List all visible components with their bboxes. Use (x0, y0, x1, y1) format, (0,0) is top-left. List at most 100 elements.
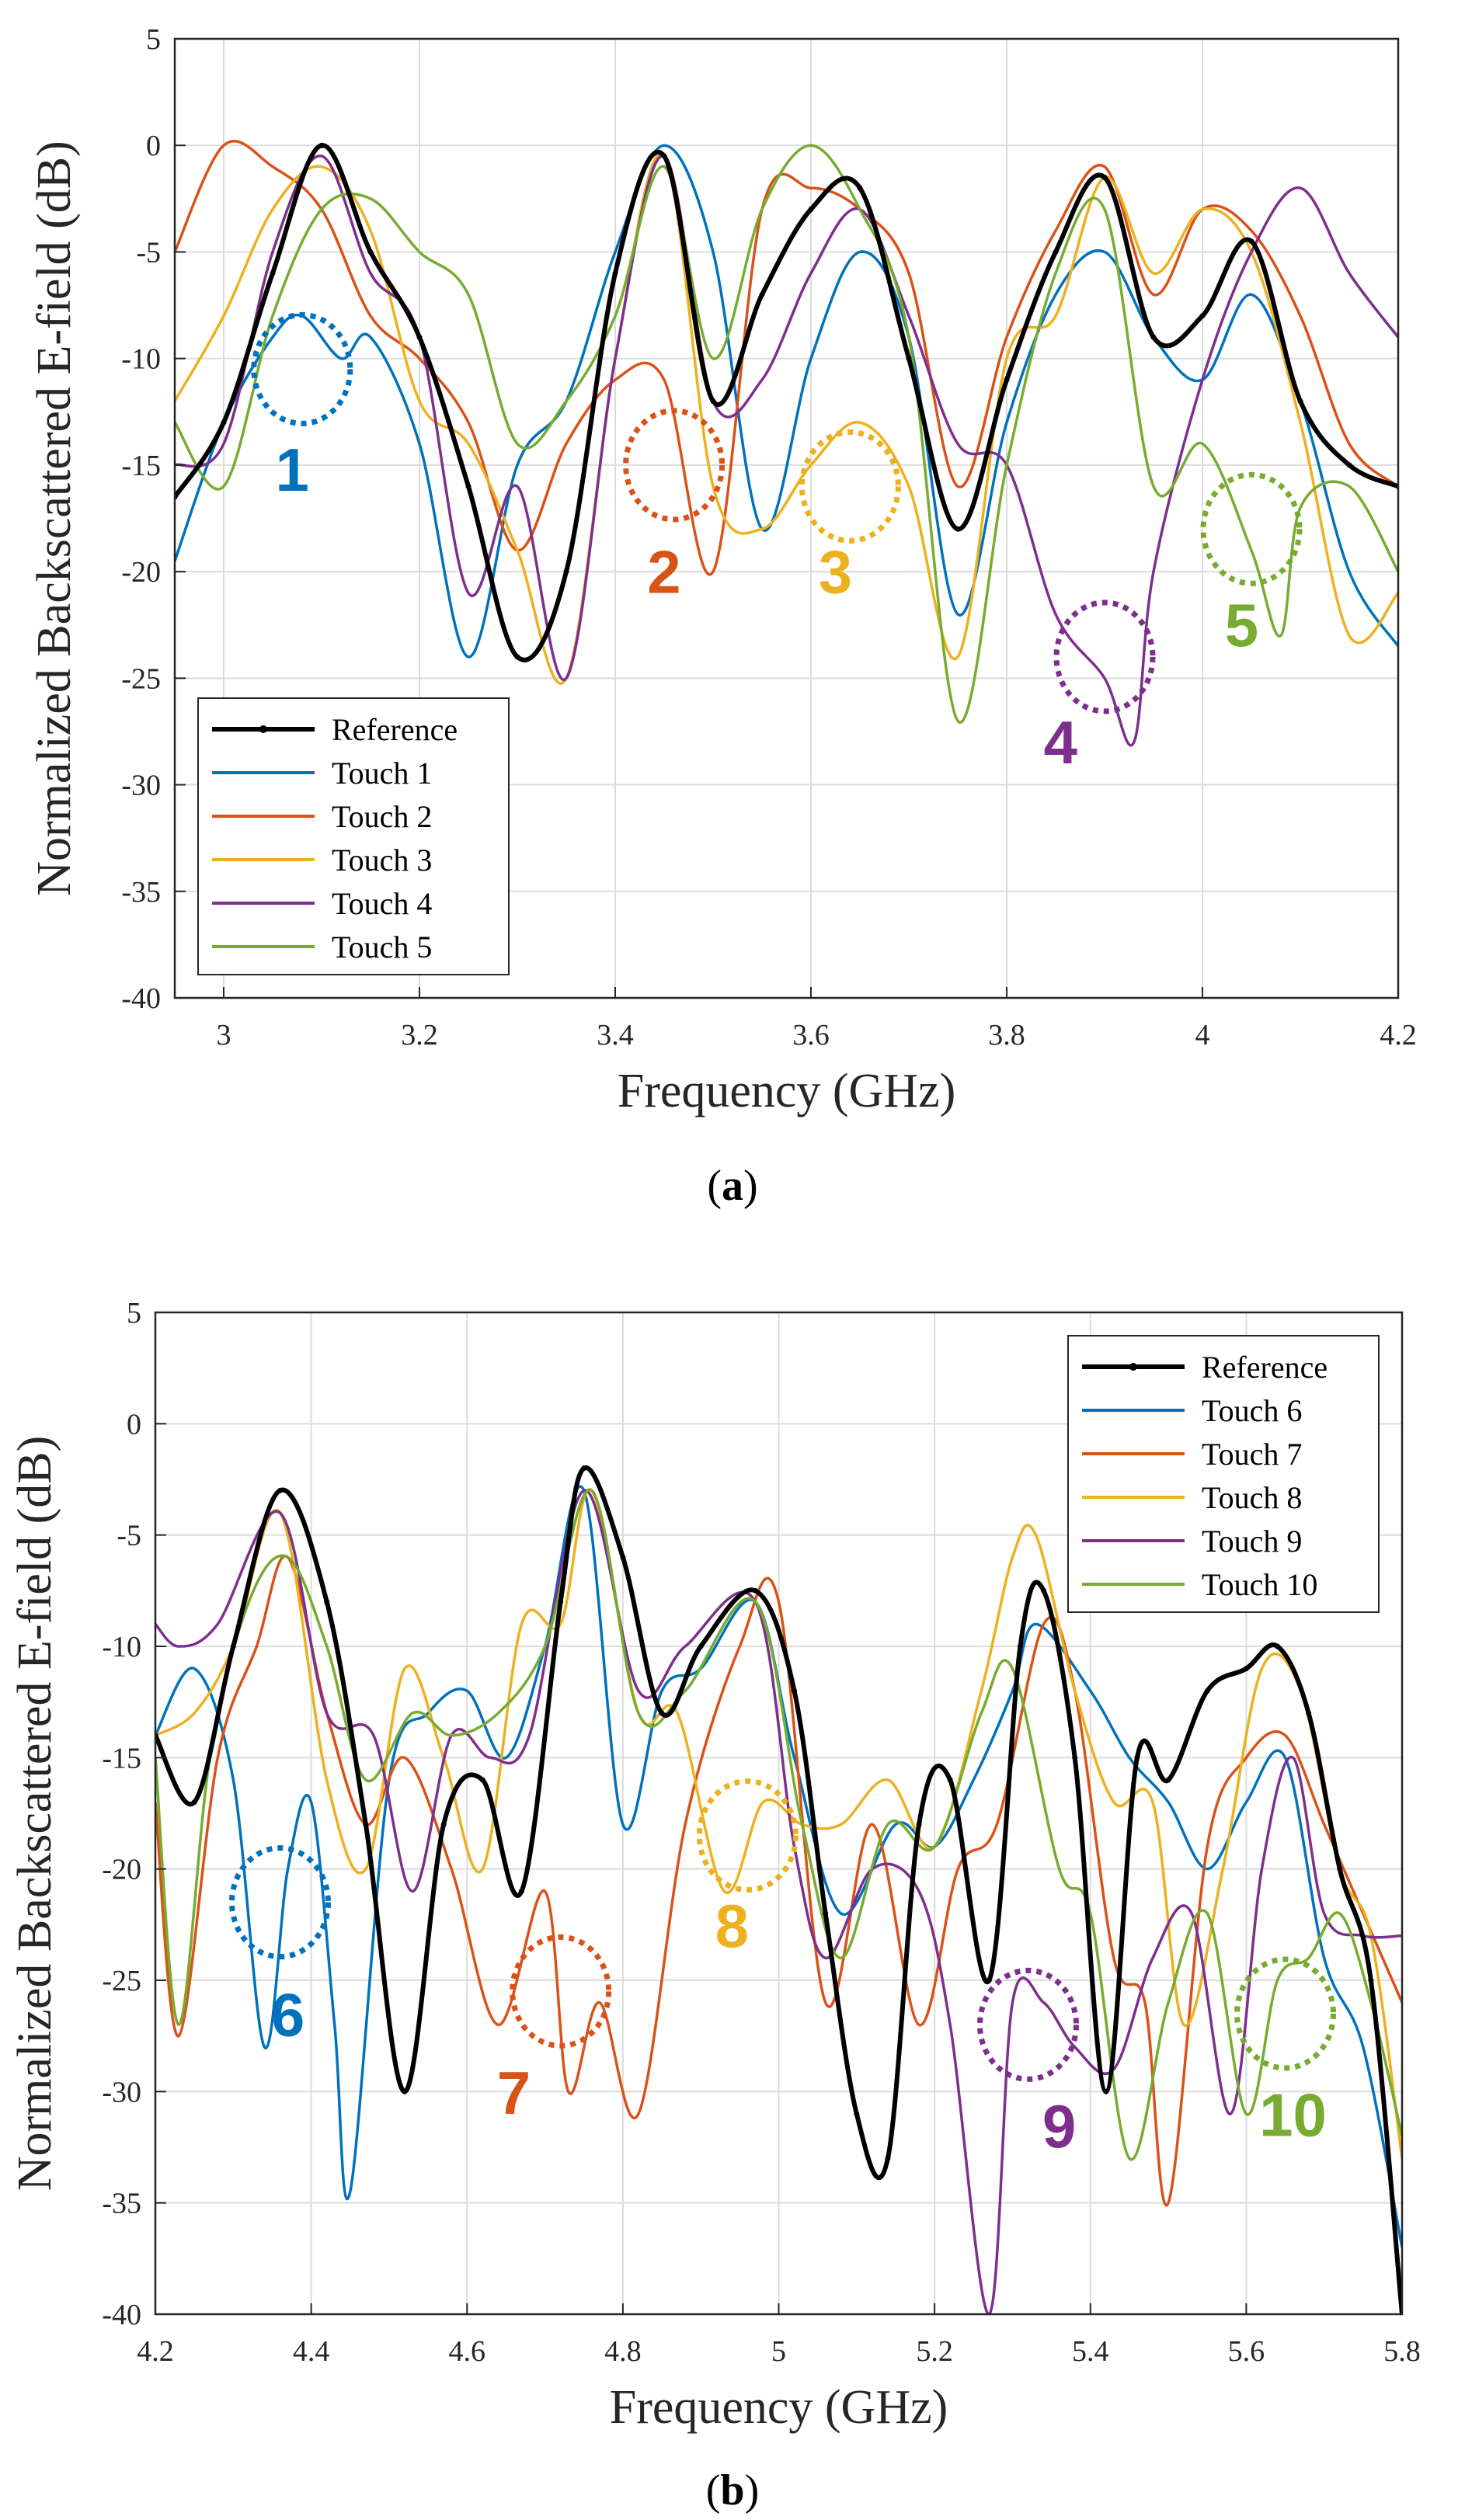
data-point-reference (221, 419, 227, 426)
panel-b-chart: 6 7 8 9 10 4.2 4.4 4.6 4.8 5 5.2 5.4 5.6 5.8 5 0 -5 -10 -1… (9, 1297, 1421, 2515)
panel-a-chart: 1 2 3 4 5 3 3.2 3.4 3.6 3.8 4 4.2 5 0 -5 -10 -15 -20 -25 -3… (28, 23, 1417, 1210)
data-point-reference (823, 1910, 829, 1917)
data-point-reference (1134, 1754, 1140, 1761)
y-tick-label: -35 (102, 2188, 141, 2220)
data-point-reference (1041, 1587, 1047, 1594)
data-point-reference (363, 1821, 369, 1827)
annotation-label-6: 6 (271, 1981, 304, 2049)
caption-part: a (722, 1162, 743, 1210)
panel-caption: (a) (707, 1162, 757, 1210)
y-axis-label: Normalized Backscattered E-field (dB) (9, 1436, 61, 2192)
data-point-reference (1072, 1754, 1078, 1761)
x-tick-label: 5.2 (916, 2335, 953, 2368)
x-tick-label: 4.4 (293, 2335, 330, 2368)
y-tick-label: -30 (102, 2076, 141, 2108)
y-tick-label: -5 (136, 236, 161, 269)
x-tick-label: 5.8 (1383, 2335, 1421, 2368)
axes-box (173, 37, 1400, 999)
x-tick-label: 3.6 (792, 1019, 830, 1051)
x-axis-label: Frequency (GHz) (618, 1065, 956, 1117)
series-line-touch-6 (155, 1485, 1402, 2248)
data-point-reference (1275, 1643, 1280, 1649)
annotation-circle-3 (799, 429, 901, 544)
annotation-label-7: 7 (497, 2059, 531, 2127)
x-tick-label: 3.2 (401, 1019, 438, 1051)
caption-part: ( (707, 1162, 722, 1210)
data-point-reference (440, 1821, 447, 1827)
series-line-touch-9 (155, 1489, 1402, 2314)
legend-label: Touch 9 (1202, 1524, 1302, 1559)
x-tick-label: 5 (771, 2335, 786, 2368)
y-tick-label: -20 (102, 1854, 141, 1886)
legend-label: Touch 1 (332, 756, 432, 791)
legend: Reference Touch 6 Touch 7 Touch 8 Touch 9 Tou… (1067, 1335, 1380, 1613)
annotation-circle-6 (229, 1845, 331, 1960)
series-line-touch-10 (155, 1488, 1402, 2161)
y-tick-label: -10 (121, 343, 161, 376)
series-group (175, 139, 1398, 747)
data-point-reference (916, 1821, 922, 1827)
annotation-circle-4 (1053, 600, 1156, 714)
data-point-reference (906, 356, 912, 362)
y-tick-label: 5 (146, 23, 161, 56)
data-point-reference (318, 142, 325, 148)
annotation-label-5: 5 (1225, 591, 1258, 659)
series-line-touch-3 (175, 152, 1398, 685)
legend-box (1067, 1335, 1380, 1613)
legend-box (197, 697, 510, 975)
x-tick-label: 4.2 (1380, 1019, 1417, 1051)
data-point-reference (1248, 238, 1254, 245)
data-point-reference (518, 1888, 524, 1894)
y-tick-label: -20 (121, 556, 161, 589)
data-point-reference (230, 1643, 236, 1649)
annotation-label-8: 8 (715, 1892, 749, 1960)
data-point-reference (277, 1487, 283, 1493)
x-tick-label: 4.2 (137, 2335, 174, 2368)
annotation-circle-8 (696, 1778, 799, 1893)
legend-marker (259, 725, 267, 733)
series-line-reference (175, 143, 1398, 662)
annotation-circle-7 (510, 1934, 612, 2049)
annotation-label-2: 2 (647, 538, 680, 607)
data-point-reference (270, 270, 276, 276)
data-point-reference (479, 1777, 485, 1783)
y-tick-label: -15 (121, 450, 161, 482)
data-point-reference (416, 334, 423, 340)
legend-label: Touch 10 (1202, 1567, 1317, 1602)
data-point-reference (191, 1799, 197, 1806)
legend-label: Touch 5 (332, 930, 432, 965)
legend-label: Touch 8 (1202, 1480, 1302, 1515)
data-point-reference (514, 654, 520, 660)
data-point-reference (947, 1777, 953, 1783)
y-tick-label: -35 (121, 876, 161, 909)
data-point-reference (661, 153, 667, 159)
caption-part: b (720, 2466, 744, 2515)
caption-part: ) (743, 1162, 758, 1210)
data-point-reference (759, 291, 765, 297)
panel-caption: (b) (706, 2466, 759, 2515)
data-point-reference (563, 568, 569, 575)
annotation-label-10: 10 (1259, 2081, 1327, 2150)
data-point-reference (367, 249, 374, 255)
x-tick-label: 4.6 (449, 2335, 486, 2368)
legend-marker (1129, 1363, 1137, 1371)
caption-part: ( (706, 2466, 721, 2515)
data-point-reference (1103, 2088, 1109, 2094)
legend-label: Touch 6 (1202, 1393, 1302, 1428)
data-point-reference (581, 1465, 587, 1472)
y-tick-label: -15 (102, 1742, 141, 1774)
data-point-reference (710, 398, 716, 405)
annotation-label-3: 3 (819, 538, 852, 607)
series-line-touch-5 (175, 144, 1398, 724)
y-tick-label: 0 (146, 130, 161, 162)
data-point-reference (752, 1587, 758, 1594)
annotation-circle-5 (1200, 471, 1303, 586)
data-point-reference (1346, 462, 1352, 468)
series-line-touch-2 (175, 139, 1398, 576)
data-point-reference (698, 1643, 704, 1649)
x-tick-label: 3.4 (597, 1019, 634, 1051)
data-point-reference (558, 1599, 564, 1605)
data-point-reference (1243, 1666, 1249, 1672)
series-line-touch-7 (155, 1554, 1402, 2207)
x-tick-label: 3.8 (988, 1019, 1025, 1051)
